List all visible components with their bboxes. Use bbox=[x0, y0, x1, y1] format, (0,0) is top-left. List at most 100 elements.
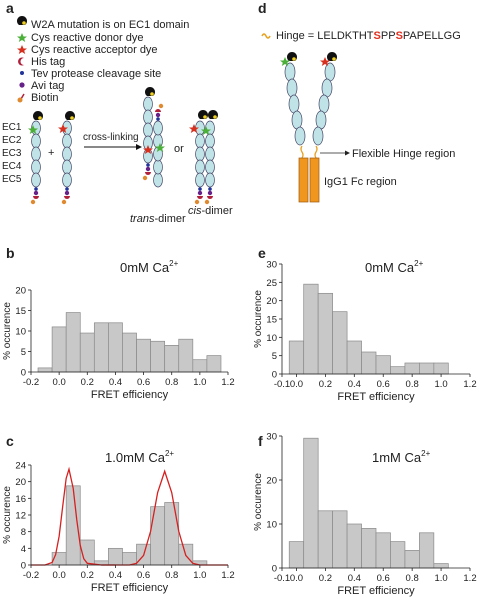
y-tick-label: 30 bbox=[266, 260, 277, 271]
x-tick-label: 1.0 bbox=[434, 379, 447, 390]
chart-title: 0mM Ca2+ bbox=[365, 259, 424, 275]
bar bbox=[79, 332, 95, 373]
fit-curve bbox=[101, 469, 228, 566]
chart-title: 1.0mM Ca2+ bbox=[105, 449, 174, 465]
y-tick-label: 0 bbox=[272, 564, 277, 575]
y-tick-label: 0 bbox=[272, 370, 277, 381]
y-tick-label: 25 bbox=[266, 278, 277, 289]
legend-text: Cys reactive donor dye bbox=[31, 32, 144, 44]
panel-letter: c bbox=[6, 433, 14, 449]
x-axis-label: FRET efficiency bbox=[91, 389, 169, 401]
hinge-part: LELDKTHT bbox=[317, 30, 374, 42]
x-tick-label: 0.0 bbox=[53, 377, 66, 388]
chart-title: 1mM Ca2+ bbox=[372, 449, 431, 465]
bar bbox=[192, 359, 208, 373]
bar bbox=[332, 311, 348, 375]
x-tick-label: 0.8 bbox=[165, 570, 178, 581]
panel-letter: a bbox=[6, 0, 14, 16]
bar bbox=[178, 338, 194, 373]
x-tick-label: -0.1 bbox=[274, 379, 290, 390]
title-text: 1mM Ca bbox=[372, 450, 422, 465]
x-tick-label: 0.4 bbox=[109, 377, 122, 388]
x-tick-label: 1.2 bbox=[221, 377, 234, 388]
dimer-suffix: -dimer bbox=[201, 205, 233, 217]
x-tick-label: 0.2 bbox=[319, 379, 332, 390]
bar bbox=[361, 528, 377, 569]
domain-label: EC4 bbox=[2, 161, 22, 172]
domain-label: EC1 bbox=[2, 122, 22, 133]
y-tick-label: 24 bbox=[15, 461, 26, 472]
bar bbox=[108, 547, 123, 566]
plus-sign: + bbox=[48, 147, 54, 159]
hinge-prefix: Hinge = bbox=[276, 30, 317, 42]
bar bbox=[346, 523, 362, 569]
x-axis-label: FRET efficiency bbox=[337, 585, 415, 597]
x-tick-label: 0.0 bbox=[53, 570, 66, 581]
dimer-label: trans-dimer bbox=[130, 213, 186, 225]
bar bbox=[332, 510, 348, 569]
x-tick-label: 1.2 bbox=[463, 573, 476, 584]
bar bbox=[164, 345, 180, 373]
bar bbox=[390, 541, 406, 569]
y-axis-label: % occurence bbox=[253, 290, 264, 348]
y-axis-label: % occurence bbox=[2, 486, 13, 544]
y-tick-label: 5 bbox=[21, 347, 26, 358]
bar bbox=[317, 292, 333, 375]
y-tick-label: 10 bbox=[15, 327, 26, 338]
y-tick-label: 5 bbox=[272, 351, 277, 362]
x-tick-label: -0.1 bbox=[274, 573, 290, 584]
bar bbox=[150, 340, 166, 373]
bar bbox=[65, 312, 81, 373]
x-tick-label: 0.0 bbox=[290, 379, 303, 390]
title-sup: 2+ bbox=[165, 449, 174, 458]
bar bbox=[361, 351, 377, 375]
hinge-part: S bbox=[396, 30, 403, 42]
arrow-label: cross-linking bbox=[83, 132, 139, 143]
x-tick-label: 0.0 bbox=[290, 573, 303, 584]
bar bbox=[404, 362, 420, 375]
x-tick-label: 0.6 bbox=[377, 379, 390, 390]
x-tick-label: 1.0 bbox=[434, 573, 447, 584]
y-tick-label: 20 bbox=[266, 296, 277, 307]
title-text: 1.0mM Ca bbox=[105, 450, 166, 465]
y-tick-label: 0 bbox=[21, 561, 26, 572]
x-tick-label: 0.6 bbox=[377, 573, 390, 584]
hinge-part: PP bbox=[381, 30, 396, 42]
y-tick-label: 20 bbox=[15, 286, 26, 297]
bar bbox=[93, 322, 109, 373]
x-tick-label: 0.2 bbox=[81, 570, 94, 581]
bar bbox=[390, 366, 406, 375]
panel-letter: d bbox=[258, 0, 267, 16]
bar bbox=[288, 340, 305, 375]
bar bbox=[433, 563, 449, 569]
legend-text: Cys reactive acceptor dye bbox=[31, 44, 158, 56]
x-tick-label: 1.2 bbox=[221, 570, 234, 581]
bar bbox=[206, 355, 222, 373]
bar bbox=[150, 506, 166, 566]
legend-text: Biotin bbox=[31, 92, 59, 104]
domain-label: EC3 bbox=[2, 148, 22, 159]
bar bbox=[419, 362, 435, 375]
bar bbox=[51, 326, 67, 373]
title-sup: 2+ bbox=[421, 449, 430, 458]
bar bbox=[404, 550, 420, 569]
y-tick-label: 15 bbox=[266, 315, 277, 326]
hinge-label: Flexible Hinge region bbox=[352, 148, 455, 160]
x-tick-label: 0.4 bbox=[109, 570, 122, 581]
legend-text: Avi tag bbox=[31, 80, 64, 92]
y-tick-label: 4 bbox=[21, 544, 26, 555]
scheme-a: EC1 EC2 EC3 EC4 EC5 + cross-linking or t… bbox=[2, 87, 233, 225]
x-tick-label: 0.6 bbox=[137, 570, 150, 581]
bar bbox=[375, 355, 391, 375]
hinge-part: PAPELLGG bbox=[403, 30, 461, 42]
bar bbox=[164, 502, 180, 566]
y-tick-label: 12 bbox=[15, 511, 26, 522]
legend-text: W2A mutation is on EC1 domain bbox=[31, 19, 189, 31]
y-axis-label: % occurence bbox=[253, 473, 264, 531]
domain-label: EC2 bbox=[2, 135, 22, 146]
y-tick-label: 16 bbox=[15, 494, 26, 505]
x-tick-label: 0.6 bbox=[137, 377, 150, 388]
title-sup: 2+ bbox=[169, 259, 178, 268]
dimer-prefix: trans bbox=[130, 213, 155, 225]
bar bbox=[136, 338, 151, 373]
